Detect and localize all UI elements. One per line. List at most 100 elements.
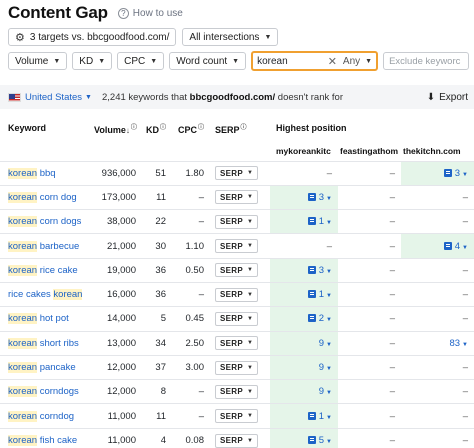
col-keyword[interactable]: Keyword xyxy=(8,123,47,133)
keyword-cell[interactable]: korean corn dogs xyxy=(0,209,94,234)
site-header-2[interactable]: feastingathom xyxy=(340,145,399,156)
keyword-link[interactable]: korean corndog xyxy=(8,410,74,422)
position-cell[interactable]: 3 ▼ xyxy=(270,257,338,283)
keyword-cell[interactable]: rice cakes korean xyxy=(0,281,94,307)
position-cell[interactable]: 5 ▼ xyxy=(270,427,338,448)
position-value[interactable]: 9 xyxy=(318,386,325,398)
keyword-link[interactable]: korean bbq xyxy=(8,167,56,179)
position-cell[interactable]: 1 ▼ xyxy=(270,281,338,307)
keyword-cell[interactable]: korean corndogs xyxy=(0,379,94,404)
volume-filter[interactable]: Volume ▼ xyxy=(8,52,68,70)
exclude-keywords-input[interactable]: Exclude keyworc xyxy=(383,52,470,70)
position-value[interactable]: 4 xyxy=(454,240,461,252)
targets-button[interactable]: ⚙ 3 targets vs. bbcgoodfood.com/ xyxy=(8,28,177,46)
col-volume[interactable]: Volume↓ⓘ xyxy=(94,115,140,141)
position-cell[interactable]: 83 ▼ xyxy=(401,330,474,356)
table-row: korean corn dogs 38,000 22– SERP ▼ 1 ▼ – – xyxy=(0,209,474,234)
position-value[interactable]: 3 xyxy=(318,264,325,276)
keyword-link[interactable]: korean rice cake xyxy=(8,264,78,276)
keyword-link[interactable]: korean fish cake xyxy=(8,435,77,447)
site-header-3[interactable]: thekitchn.com xyxy=(403,145,461,156)
match-mode-label[interactable]: Any xyxy=(342,55,361,67)
chevron-down-icon: ▼ xyxy=(247,437,254,444)
position-cell[interactable]: 9 ▼ xyxy=(270,379,338,404)
clear-icon[interactable]: ✕ xyxy=(327,55,337,68)
position-value[interactable]: 9 xyxy=(318,362,325,374)
keyword-cell[interactable]: korean corndog xyxy=(0,403,94,429)
col-cpc[interactable]: CPCⓘ xyxy=(170,115,208,141)
keyword-cell[interactable]: korean hot pot xyxy=(0,306,94,332)
position-value[interactable]: 2 xyxy=(318,313,325,325)
keyword-link[interactable]: rice cakes korean xyxy=(8,289,83,301)
keyword-include-filter[interactable]: korean ✕ Any ▼ xyxy=(251,51,379,71)
position-cell[interactable]: 2 ▼ xyxy=(270,306,338,332)
position-value: – xyxy=(389,313,395,325)
serp-button[interactable]: SERP ▼ xyxy=(215,263,259,278)
serp-button[interactable]: SERP ▼ xyxy=(215,384,259,399)
word-count-filter-label: Word count xyxy=(176,55,228,67)
position-cell[interactable]: 9 ▼ xyxy=(270,354,338,380)
export-button[interactable]: ⬇ Export xyxy=(427,92,468,103)
position-cell[interactable]: 1 ▼ xyxy=(270,209,338,234)
keyword-cell[interactable]: korean pancake xyxy=(0,354,94,380)
keyword-link[interactable]: korean short ribs xyxy=(8,337,79,349)
serp-button[interactable]: SERP ▼ xyxy=(215,311,259,326)
position-value[interactable]: 5 xyxy=(318,435,325,447)
keyword-link[interactable]: korean corn dog xyxy=(8,191,77,203)
serp-button[interactable]: SERP ▼ xyxy=(215,166,259,181)
keyword-cell[interactable]: korean barbecue xyxy=(0,233,94,259)
keyword-cell[interactable]: korean corn dog xyxy=(0,184,94,210)
keyword-link[interactable]: korean corn dogs xyxy=(8,216,81,228)
position-cell[interactable]: 9 ▼ xyxy=(270,330,338,356)
keyword-cell[interactable]: korean rice cake xyxy=(0,257,94,283)
keyword-link[interactable]: korean corndogs xyxy=(8,386,79,398)
intersections-dropdown[interactable]: All intersections ▼ xyxy=(182,28,279,46)
position-value[interactable]: 3 xyxy=(454,167,461,179)
position-cell: – xyxy=(401,379,474,404)
position-value[interactable]: 1 xyxy=(318,216,325,228)
col-volume-label: Volume xyxy=(94,124,126,135)
chevron-down-icon: ▼ xyxy=(462,171,468,178)
chevron-down-icon: ▼ xyxy=(326,268,332,275)
keyword-cell[interactable]: korean short ribs xyxy=(0,330,94,356)
site-header-1[interactable]: mykoreankitc xyxy=(276,145,331,156)
position-value[interactable]: 1 xyxy=(318,289,325,301)
keyword-cell[interactable]: korean fish cake xyxy=(0,427,94,448)
chevron-down-icon: ▼ xyxy=(326,366,332,373)
help-link[interactable]: ? How to use xyxy=(117,7,183,19)
serp-button[interactable]: SERP ▼ xyxy=(215,360,259,375)
serp-button[interactable]: SERP ▼ xyxy=(215,336,259,351)
position-value[interactable]: 83 xyxy=(449,337,461,349)
serp-button[interactable]: SERP ▼ xyxy=(215,433,259,448)
page-header: Content Gap ? How to use xyxy=(8,2,183,24)
serp-button[interactable]: SERP ▼ xyxy=(215,214,259,229)
position-value[interactable]: 1 xyxy=(318,410,325,422)
table-row: korean corn dog 173,000 11– SERP ▼ 3 ▼ – – xyxy=(0,184,474,210)
keyword-include-input[interactable]: korean xyxy=(257,55,288,67)
serp-button[interactable]: SERP ▼ xyxy=(215,287,259,302)
position-cell[interactable]: 4 ▼ xyxy=(401,233,474,259)
country-select[interactable]: United States xyxy=(25,91,83,103)
position-cell: – xyxy=(401,281,474,307)
volume-cell: 12,000 xyxy=(94,379,140,404)
serp-button[interactable]: SERP ▼ xyxy=(215,239,259,254)
chevron-down-icon: ▼ xyxy=(326,390,332,397)
cpc-filter[interactable]: CPC ▼ xyxy=(117,52,165,70)
position-cell[interactable]: 3 ▼ xyxy=(401,160,474,186)
page-title: Content Gap xyxy=(8,3,108,22)
serp-button[interactable]: SERP ▼ xyxy=(215,190,259,205)
keyword-link[interactable]: korean pancake xyxy=(8,362,76,374)
word-count-filter[interactable]: Word count ▼ xyxy=(169,52,247,70)
position-value[interactable]: 9 xyxy=(318,337,325,349)
col-kd[interactable]: KDⓘ xyxy=(140,115,170,141)
kd-filter[interactable]: KD ▼ xyxy=(72,52,113,70)
position-value[interactable]: 3 xyxy=(318,191,325,203)
keyword-link[interactable]: korean barbecue xyxy=(8,240,79,252)
keyword-cell[interactable]: korean bbq xyxy=(0,160,94,186)
serp-button[interactable]: SERP ▼ xyxy=(215,409,259,424)
position-cell[interactable]: 3 ▼ xyxy=(270,184,338,210)
serp-cell: SERP ▼ xyxy=(208,330,270,356)
position-cell[interactable]: 1 ▼ xyxy=(270,403,338,429)
serp-feature-icon xyxy=(443,241,452,250)
keyword-link[interactable]: korean hot pot xyxy=(8,313,69,325)
